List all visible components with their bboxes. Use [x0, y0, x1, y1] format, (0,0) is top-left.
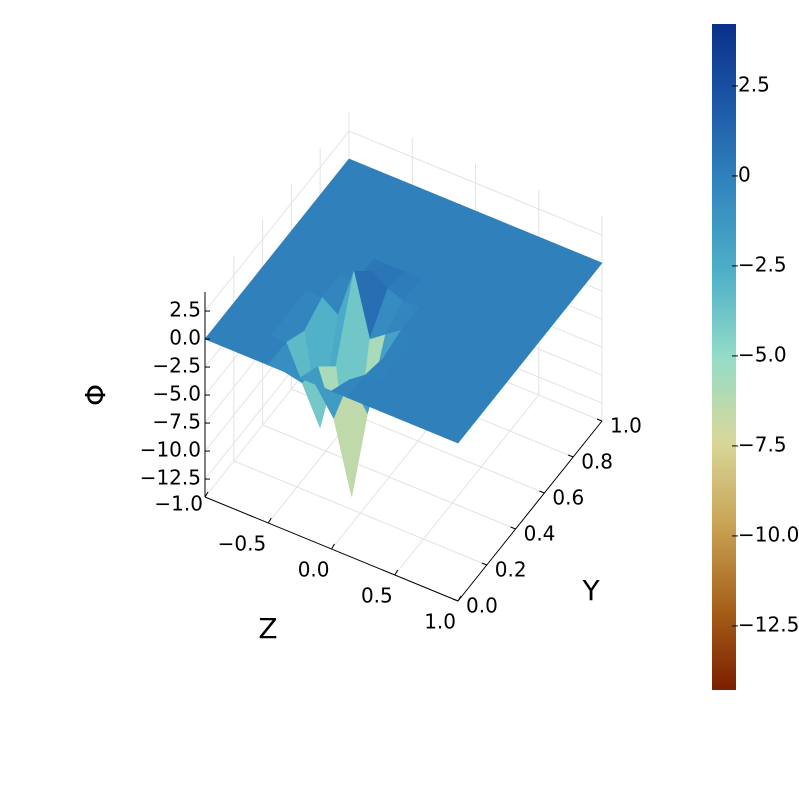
tick-mark: [539, 490, 545, 494]
z-tick-label: −2.5: [152, 354, 201, 378]
tick-mark: [457, 595, 462, 602]
tick-mark: [481, 562, 487, 566]
grid-line: [233, 460, 487, 566]
x-tick-label: −0.5: [218, 532, 267, 556]
z-tick-label: −12.5: [140, 466, 201, 490]
colorbar-tick-label: −7.5: [738, 432, 787, 456]
grid-line: [348, 130, 603, 236]
z-axis-label: Φ: [79, 384, 112, 406]
colorbar-tick-label: −2.5: [738, 252, 787, 276]
tick-mark: [394, 569, 399, 576]
colorbar-tick-label: 2.5: [738, 72, 770, 96]
surface-patch: [441, 413, 477, 444]
z-tick-label: −7.5: [152, 410, 201, 434]
x-tick-label: 0.0: [298, 558, 330, 582]
x-tick-label: 1.0: [424, 610, 456, 634]
tick-mark: [596, 418, 603, 422]
colorbar-tick-label: −10.0: [738, 522, 799, 546]
colorbar-tick-label: 0: [738, 162, 751, 186]
z-tick-label: 0.0: [169, 326, 201, 350]
grid-line: [204, 130, 350, 312]
z-tick-label: 2.5: [169, 298, 201, 322]
x-tick-label: −1.0: [154, 492, 203, 516]
grid-line: [394, 394, 540, 576]
colorbar-tick-label: −12.5: [738, 612, 799, 636]
colorbar: [712, 24, 736, 690]
tick-mark: [204, 491, 209, 498]
y-axis-label: Y: [581, 574, 600, 607]
z-tick-label: −5.0: [152, 382, 201, 406]
y-tick-label: 0.6: [552, 486, 584, 510]
x-tick-label: 0.5: [361, 584, 393, 608]
tick-mark: [568, 454, 574, 458]
tick-mark: [331, 543, 335, 550]
y-tick-label: 0.2: [495, 558, 527, 582]
z-tick-label: −10.0: [140, 438, 201, 462]
y-tick-label: 0.4: [524, 522, 556, 546]
colorbar-tick-label: −5.0: [738, 342, 787, 366]
y-tick-label: 0.0: [466, 594, 498, 618]
tick-mark: [267, 517, 272, 524]
tick-mark: [452, 598, 459, 602]
y-tick-label: 1.0: [610, 414, 642, 438]
grid-line: [262, 424, 516, 530]
x-axis-label: Z: [258, 612, 277, 645]
tick-mark: [510, 526, 516, 530]
axis-line: [457, 420, 603, 602]
y-tick-label: 0.8: [581, 450, 613, 474]
